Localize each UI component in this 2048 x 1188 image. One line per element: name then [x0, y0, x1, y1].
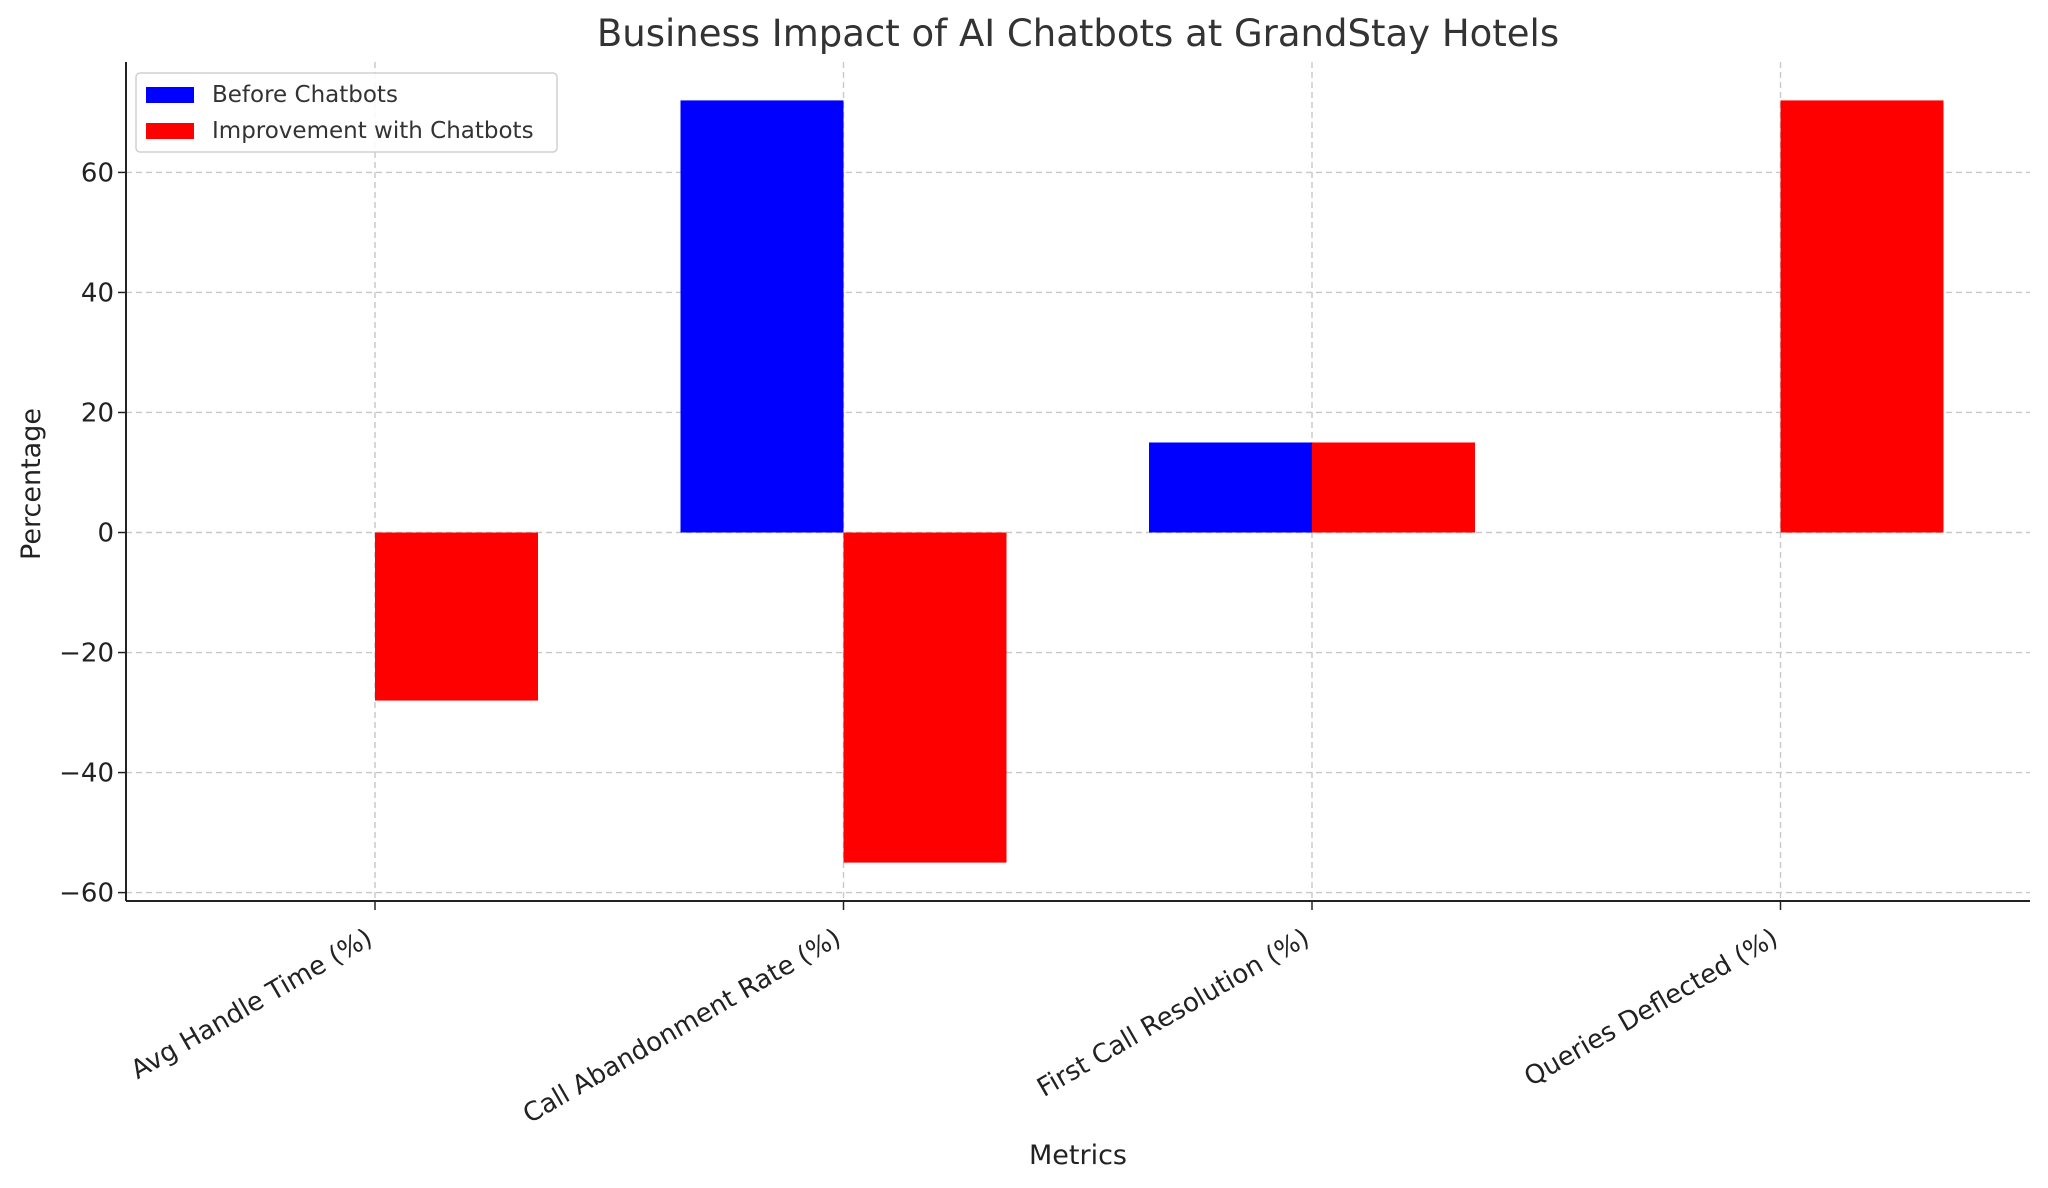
x-tick-label: First Call Resolution (%) [1032, 923, 1315, 1103]
legend-label: Before Chatbots [212, 82, 398, 108]
bar-improvement-2 [1312, 442, 1475, 533]
bar-improvement-3 [1780, 100, 1944, 533]
y-tick-label: −60 [59, 879, 114, 909]
legend-swatch [146, 87, 194, 103]
y-tick-label: 0 [97, 519, 114, 549]
x-tick-label: Queries Deflected (%) [1519, 923, 1783, 1093]
bar-before-2 [1149, 442, 1312, 533]
y-tick-label: −20 [59, 639, 114, 669]
y-tick-label: 60 [81, 158, 114, 188]
x-tick-label: Call Abandonment Rate (%) [518, 923, 846, 1130]
bars [375, 100, 1944, 863]
legend: Before Chatbots Improvement with Chatbots [135, 72, 558, 153]
grid-lines [126, 62, 2030, 901]
y-axis-label: Percentage [16, 408, 47, 560]
y-tick-label: −40 [59, 759, 114, 789]
legend-swatch [146, 123, 194, 139]
x-tick-label: Avg Handle Time (%) [126, 923, 378, 1086]
bar-before-1 [680, 100, 844, 533]
chart-title: Business Impact of AI Chatbots at GrandS… [597, 12, 1559, 55]
x-axis-label: Metrics [1029, 1140, 1127, 1171]
axes [118, 62, 2030, 910]
y-tick-label: 20 [81, 398, 114, 428]
legend-label: Improvement with Chatbots [212, 118, 534, 144]
bar-improvement-0 [375, 532, 538, 701]
bar-improvement-1 [843, 532, 1007, 863]
legend-box [135, 72, 558, 153]
y-tick-label: 40 [81, 278, 114, 308]
